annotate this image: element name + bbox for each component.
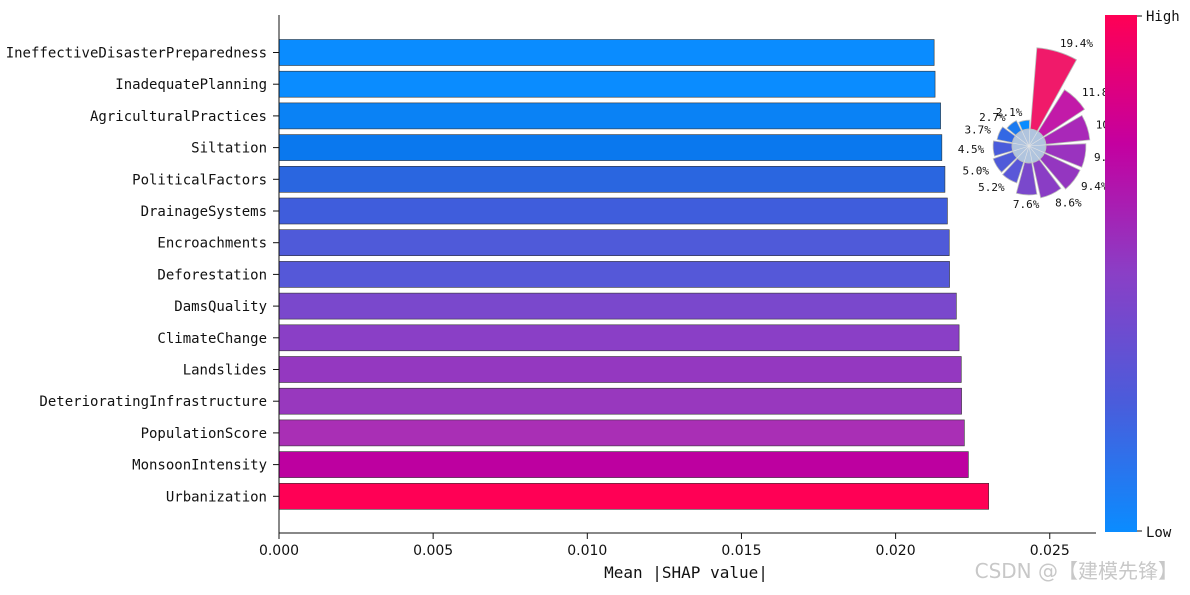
- x-tick-label-5: 0.025: [1030, 543, 1070, 559]
- category-label-PopulationScore: PopulationScore: [141, 426, 267, 442]
- bar-IneffectiveDisasterPreparedness: [278, 39, 935, 66]
- polar-spoke-3: [1028, 144, 1046, 147]
- x-axis-title: Mean |SHAP value|: [604, 563, 768, 582]
- bar-Encroachments: [278, 229, 950, 256]
- bar-PopulationScore: [278, 419, 965, 447]
- bar-InadequatePlanning: [278, 70, 936, 98]
- bar-PoliticalFactors: [278, 166, 946, 193]
- bar-AgriculturalPractices: [278, 102, 941, 130]
- polar-spoke-6: [1028, 145, 1033, 163]
- colorbar-gradient: [1105, 15, 1137, 532]
- category-label-IneffectiveDisasterPreparedness: IneffectiveDisasterPreparedness: [6, 46, 267, 62]
- polar-label-5: 8.6%: [1055, 196, 1082, 209]
- polar-label-7: 5.2%: [978, 181, 1005, 194]
- x-tick-label-2: 0.010: [567, 543, 607, 559]
- axes-layer: 0.000 0.005 0.010 0.015 0.020 0.025: [259, 15, 1096, 559]
- polar-label-0: 19.4%: [1060, 37, 1093, 50]
- colorbar-low-label: Low: [1146, 525, 1172, 541]
- category-label-DeterioratingInfrastructure: DeterioratingInfrastructure: [39, 394, 267, 410]
- colorbar: High Low: [1105, 9, 1180, 541]
- polar-spoke-2: [1028, 136, 1044, 147]
- category-label-MonsoonIntensity: MonsoonIntensity: [132, 458, 267, 474]
- polar-spoke-0: [1028, 129, 1031, 147]
- polar-spoke-9: [1012, 145, 1030, 152]
- bar-DeterioratingInfrastructure: [278, 387, 962, 415]
- bar-Deforestation: [278, 261, 950, 288]
- polar-spoke-7: [1023, 145, 1030, 163]
- polar-label-10: 3.7%: [964, 123, 991, 136]
- category-label-Landslides: Landslides: [183, 363, 267, 379]
- polar-label-11: 2.7%: [979, 111, 1006, 124]
- bar-Landslides: [278, 356, 962, 383]
- bar-MonsoonIntensity: [278, 451, 969, 478]
- polar-inset: 19.4%11.8%10.5%9.5%9.4%8.6%7.6%5.2%5.0%4…: [958, 37, 1129, 211]
- bar-ClimateChange: [278, 324, 960, 352]
- polar-spoke-4: [1028, 145, 1045, 154]
- polar-label-12: 2.1%: [996, 106, 1023, 119]
- polar-spoke-11: [1015, 135, 1030, 147]
- bar-DamsQuality: [278, 292, 957, 320]
- category-label-InadequatePlanning: InadequatePlanning: [115, 77, 267, 93]
- x-tick-label-3: 0.015: [721, 543, 761, 559]
- polar-label-8: 5.0%: [963, 165, 990, 178]
- category-label-DamsQuality: DamsQuality: [174, 299, 267, 315]
- polar-spoke-8: [1016, 145, 1030, 159]
- category-label-Urbanization: Urbanization: [166, 489, 267, 505]
- category-label-Siltation: Siltation: [191, 141, 267, 157]
- polar-label-9: 4.5%: [958, 143, 985, 156]
- polar-spoke-10: [1012, 142, 1030, 147]
- bar-Urbanization: [278, 482, 990, 510]
- polar-spoke-1: [1028, 131, 1038, 147]
- x-tick-label-4: 0.020: [876, 543, 916, 559]
- category-label-Encroachments: Encroachments: [157, 236, 267, 252]
- polar-spoke-5: [1028, 145, 1040, 160]
- category-label-ClimateChange: ClimateChange: [157, 331, 267, 347]
- polar-label-6: 7.6%: [1013, 198, 1040, 211]
- category-label-AgriculturalPractices: AgriculturalPractices: [90, 109, 267, 125]
- category-label-PoliticalFactors: PoliticalFactors: [132, 172, 267, 188]
- bar-Siltation: [278, 134, 943, 161]
- x-tick-label-1: 0.005: [413, 543, 453, 559]
- polar-label-4: 9.4%: [1081, 180, 1108, 193]
- x-tick-label-0: 0.000: [259, 543, 299, 559]
- category-label-Deforestation: Deforestation: [157, 267, 267, 283]
- bars-layer: IneffectiveDisasterPreparedness Inadequat…: [6, 39, 990, 510]
- category-label-DrainageSystems: DrainageSystems: [141, 204, 267, 220]
- bar-DrainageSystems: [278, 197, 948, 225]
- colorbar-high-label: High: [1146, 9, 1180, 25]
- polar-spoke-12: [1021, 130, 1030, 147]
- watermark: CSDN @【建模先锋】: [975, 559, 1178, 583]
